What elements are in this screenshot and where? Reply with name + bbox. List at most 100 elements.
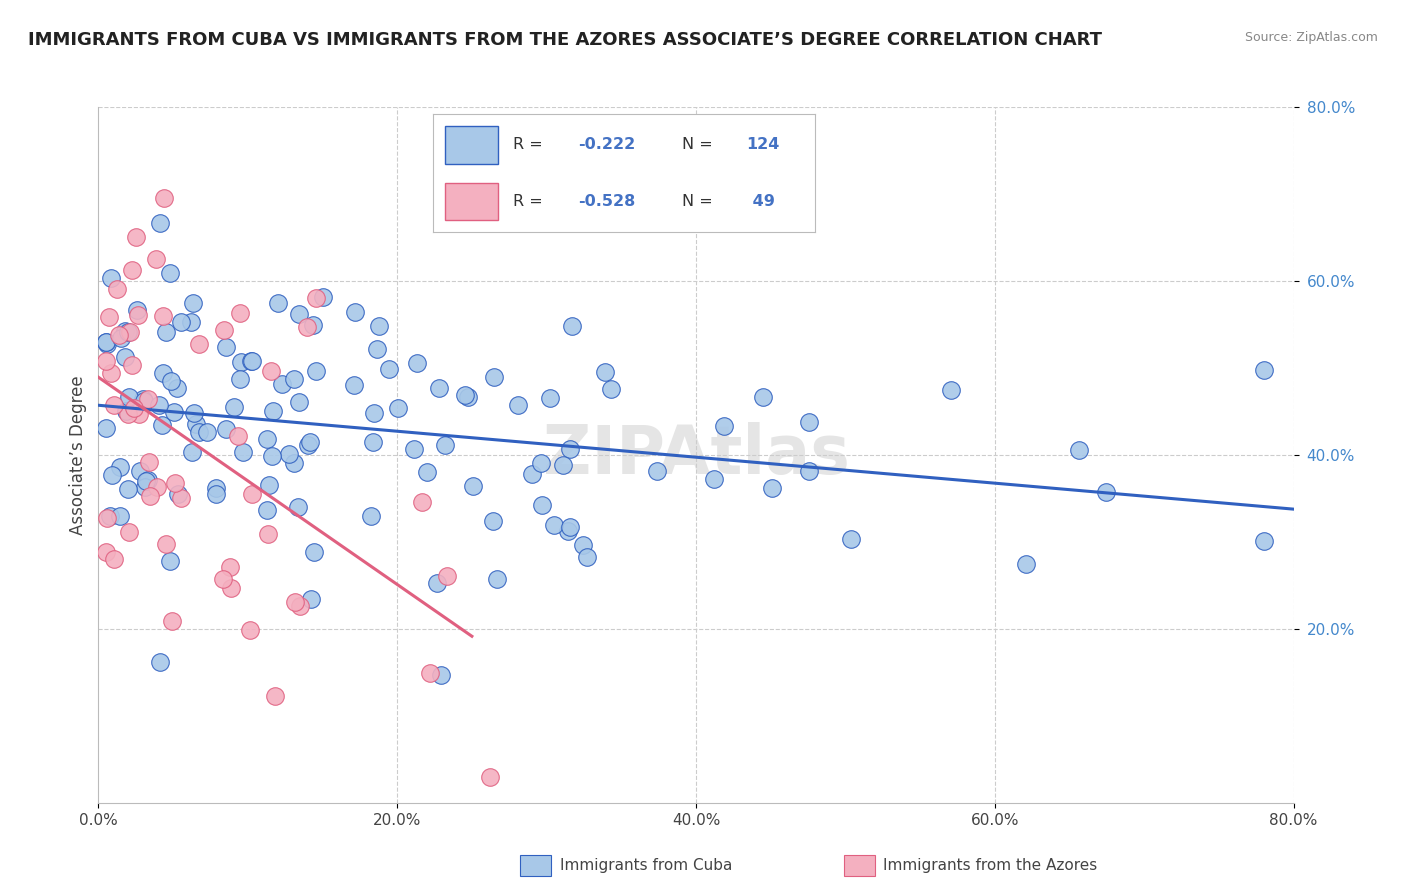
Point (299, 591, 322, 606)
Point (107, 327, 129, 342)
Point (180, 315, 202, 329)
Point (311, 290, 333, 304)
Point (538, 391, 561, 405)
Point (378, 362, 401, 376)
Point (165, 475, 187, 490)
Point (430, 668, 453, 682)
Y-axis label: Associate’s Degree: Associate’s Degree (69, 376, 87, 534)
Point (94, 354, 117, 368)
Point (240, 353, 263, 368)
Point (228, 429, 250, 443)
Point (152, 191, 174, 205)
Point (419, 665, 441, 680)
Point (222, 400, 245, 414)
Point (287, 395, 309, 409)
Point (167, 487, 190, 501)
Point (479, 770, 502, 784)
Point (108, 459, 131, 474)
Point (159, 375, 181, 389)
Point (215, 422, 238, 436)
Point (558, 519, 581, 533)
Point (195, 425, 218, 440)
Point (543, 517, 565, 532)
Point (520, 467, 543, 481)
Point (461, 479, 484, 493)
Point (129, 465, 152, 479)
Point (239, 354, 262, 368)
Point (703, 473, 725, 487)
Point (482, 370, 505, 384)
Point (149, 216, 172, 230)
Point (228, 306, 250, 320)
Point (1095, 485, 1118, 500)
Point (298, 435, 321, 450)
Point (508, 398, 530, 412)
Point (121, 262, 143, 277)
Point (132, 392, 155, 406)
Point (136, 474, 159, 488)
Point (600, 383, 623, 397)
Point (411, 494, 433, 508)
Point (284, 595, 307, 609)
Point (159, 554, 181, 568)
Point (799, 464, 821, 478)
Point (117, 482, 139, 496)
Point (118, 325, 141, 339)
Point (118, 525, 141, 540)
Point (939, 383, 962, 397)
Point (1253, 363, 1275, 377)
Point (344, 305, 367, 319)
Text: IMMIGRANTS FROM CUBA VS IMMIGRANTS FROM THE AZORES ASSOCIATE’S DEGREE CORRELATIO: IMMIGRANTS FROM CUBA VS IMMIGRANTS FROM … (28, 31, 1102, 49)
Point (183, 406, 205, 420)
Point (184, 417, 207, 431)
Point (360, 509, 382, 524)
Point (416, 466, 439, 480)
Point (713, 419, 735, 434)
Point (166, 381, 188, 395)
Point (100, 270, 122, 285)
Point (436, 569, 458, 583)
Point (305, 364, 328, 378)
Point (125, 302, 148, 317)
Point (139, 489, 162, 503)
Point (98, 509, 121, 524)
Point (457, 390, 479, 404)
Point (283, 456, 305, 470)
Point (572, 538, 595, 552)
Point (127, 308, 149, 322)
Point (433, 437, 456, 451)
Point (212, 323, 235, 337)
Point (288, 307, 311, 321)
Point (219, 560, 242, 574)
Point (205, 487, 228, 501)
Point (1253, 534, 1275, 549)
Point (485, 572, 508, 586)
Point (799, 415, 821, 429)
Point (98, 310, 121, 325)
Point (343, 378, 366, 392)
Point (121, 358, 143, 372)
Point (295, 319, 318, 334)
Point (531, 499, 554, 513)
Point (122, 401, 145, 416)
Point (103, 398, 125, 412)
Point (149, 655, 172, 669)
Point (529, 456, 551, 470)
Point (229, 355, 252, 369)
Point (170, 491, 193, 505)
Point (94, 335, 117, 350)
Point (138, 455, 160, 469)
Point (183, 296, 205, 310)
Point (114, 350, 136, 364)
Point (128, 407, 150, 421)
Point (751, 390, 773, 404)
Point (290, 599, 312, 613)
Point (132, 393, 155, 408)
Point (427, 381, 450, 395)
Point (114, 324, 136, 338)
Point (239, 623, 262, 637)
Point (94, 335, 117, 350)
Point (103, 551, 125, 566)
Point (135, 475, 157, 489)
Text: ZIPAtlas: ZIPAtlas (543, 422, 849, 488)
